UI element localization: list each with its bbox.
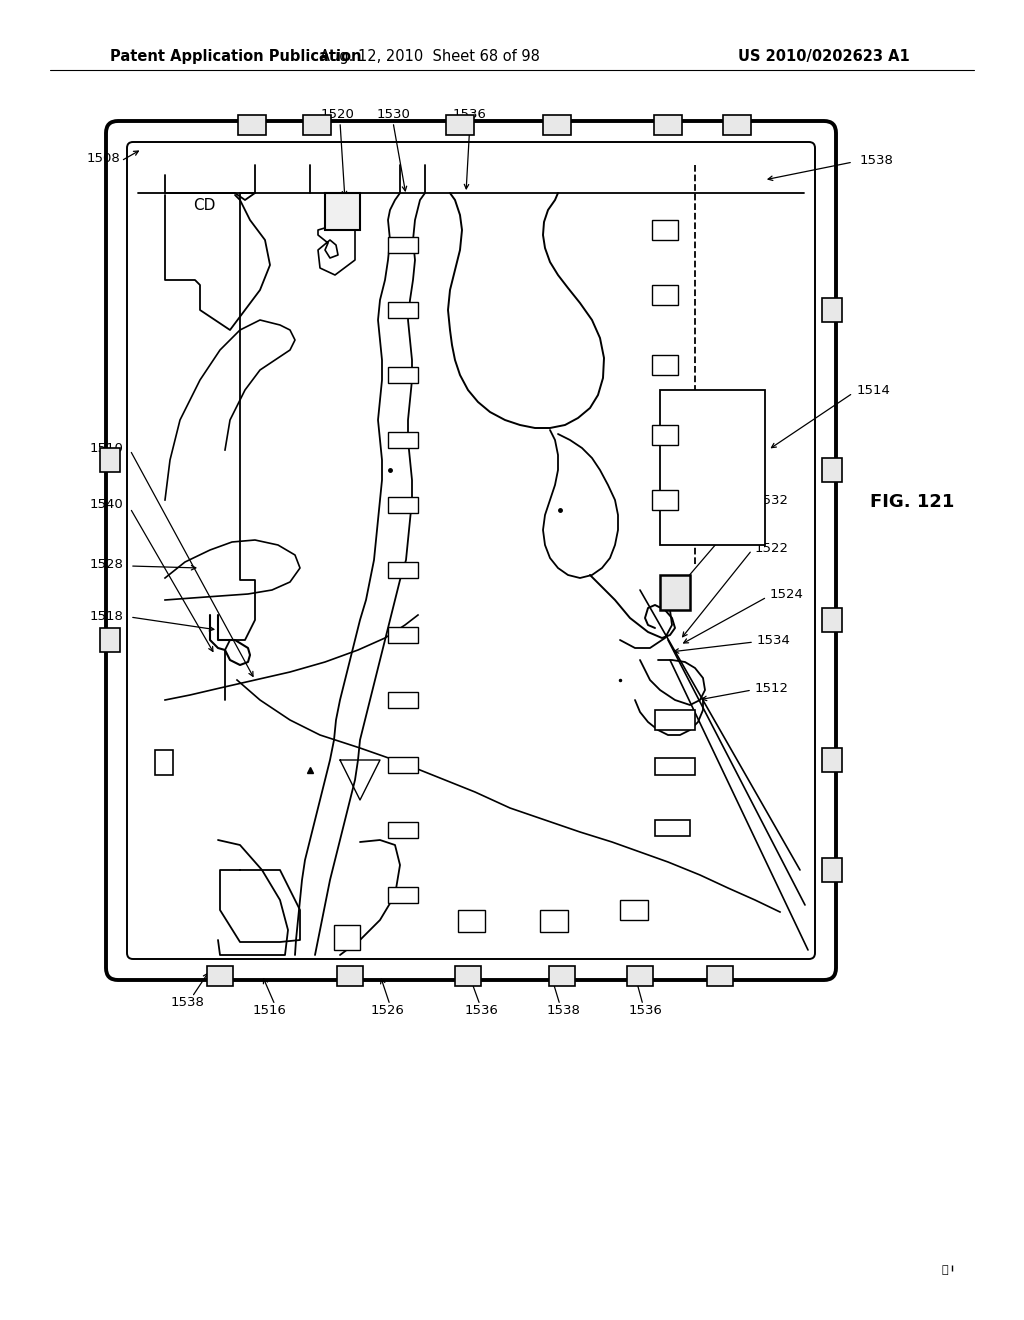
Text: 1524: 1524 <box>770 589 804 602</box>
Text: Patent Application Publication: Patent Application Publication <box>110 49 361 65</box>
Bar <box>388 432 418 447</box>
Text: 1528: 1528 <box>90 558 124 572</box>
Bar <box>822 458 842 482</box>
Bar <box>652 490 678 510</box>
Bar <box>337 966 362 986</box>
Bar <box>388 367 418 383</box>
Bar <box>334 925 360 950</box>
Bar <box>455 966 481 986</box>
Bar <box>549 966 575 986</box>
Text: 1532: 1532 <box>755 494 790 507</box>
Bar <box>238 115 266 135</box>
Bar <box>652 355 678 375</box>
Bar <box>660 389 765 545</box>
Text: 1508: 1508 <box>87 152 121 165</box>
Bar <box>822 298 842 322</box>
Text: 1516: 1516 <box>253 1003 287 1016</box>
Text: FIG. 121: FIG. 121 <box>870 492 954 511</box>
Bar <box>155 750 173 775</box>
Bar <box>100 628 120 652</box>
Bar <box>458 909 485 932</box>
Bar <box>540 909 568 932</box>
Bar <box>654 115 682 135</box>
Text: 1514: 1514 <box>857 384 891 396</box>
Text: 1522: 1522 <box>755 541 790 554</box>
Bar <box>303 115 331 135</box>
Bar <box>652 285 678 305</box>
Text: 1536: 1536 <box>628 1003 662 1016</box>
Text: 1538: 1538 <box>860 153 894 166</box>
Bar <box>822 748 842 772</box>
Text: 1538: 1538 <box>547 1003 581 1016</box>
Text: ⎺: ⎺ <box>942 1265 948 1275</box>
Bar <box>388 692 418 708</box>
Bar <box>388 498 418 513</box>
Bar <box>822 858 842 882</box>
Text: 1536: 1536 <box>465 1003 499 1016</box>
Bar <box>388 627 418 643</box>
Bar <box>100 447 120 473</box>
Text: CD: CD <box>193 198 215 213</box>
Bar <box>388 887 418 903</box>
Text: 1534: 1534 <box>757 634 791 647</box>
Bar <box>655 710 695 730</box>
FancyBboxPatch shape <box>106 121 836 979</box>
Bar <box>707 966 733 986</box>
Bar <box>822 609 842 632</box>
Bar <box>388 302 418 318</box>
Text: 1526: 1526 <box>371 1003 404 1016</box>
Bar <box>655 820 690 836</box>
Bar <box>652 220 678 240</box>
Text: 1538: 1538 <box>171 995 205 1008</box>
Text: Aug. 12, 2010  Sheet 68 of 98: Aug. 12, 2010 Sheet 68 of 98 <box>321 49 540 65</box>
Bar <box>660 576 690 610</box>
Text: 1510: 1510 <box>90 441 124 454</box>
Text: 1518: 1518 <box>90 610 124 623</box>
Bar <box>388 562 418 578</box>
Bar <box>446 115 474 135</box>
Text: 1530: 1530 <box>376 108 410 121</box>
Bar <box>543 115 571 135</box>
Bar <box>388 238 418 253</box>
Text: 1540: 1540 <box>90 499 124 511</box>
Bar <box>207 966 233 986</box>
Bar <box>388 756 418 774</box>
Text: 1536: 1536 <box>453 108 487 121</box>
Bar <box>655 758 695 775</box>
Text: 1512: 1512 <box>755 681 790 694</box>
Bar <box>652 425 678 445</box>
Bar <box>723 115 751 135</box>
Text: US 2010/0202623 A1: US 2010/0202623 A1 <box>738 49 910 65</box>
Bar <box>627 966 653 986</box>
Bar <box>325 193 360 230</box>
Bar <box>620 900 648 920</box>
Text: 1520: 1520 <box>322 108 355 121</box>
Bar <box>388 822 418 838</box>
